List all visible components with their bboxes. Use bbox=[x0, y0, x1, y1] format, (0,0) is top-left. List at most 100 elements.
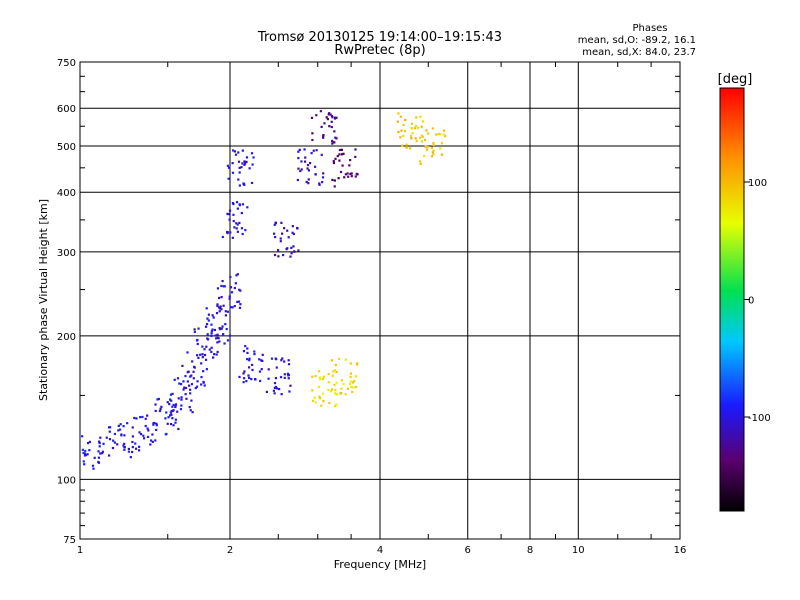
data-point bbox=[205, 368, 208, 371]
data-point bbox=[350, 172, 353, 175]
data-point bbox=[229, 286, 233, 289]
data-point bbox=[156, 398, 159, 401]
data-point bbox=[98, 440, 101, 443]
data-point bbox=[313, 396, 316, 399]
data-point bbox=[306, 163, 310, 167]
data-point bbox=[307, 182, 310, 185]
colorbar bbox=[719, 87, 745, 512]
data-point bbox=[228, 295, 231, 298]
data-point bbox=[196, 354, 199, 357]
data-point bbox=[108, 438, 112, 441]
data-point bbox=[238, 171, 241, 174]
data-point bbox=[285, 248, 288, 251]
data-point bbox=[421, 120, 425, 123]
data-point bbox=[419, 115, 422, 118]
data-point bbox=[220, 284, 223, 288]
data-point bbox=[275, 366, 278, 369]
data-point bbox=[340, 153, 344, 156]
data-point bbox=[335, 393, 338, 396]
data-point bbox=[169, 414, 172, 417]
data-point bbox=[81, 448, 85, 451]
data-point bbox=[206, 338, 210, 341]
data-point bbox=[205, 322, 209, 326]
data-point bbox=[210, 332, 213, 335]
data-point bbox=[322, 400, 325, 403]
data-point bbox=[235, 274, 238, 277]
data-point bbox=[435, 133, 438, 136]
data-point bbox=[233, 150, 237, 153]
data-point bbox=[419, 162, 422, 165]
data-point bbox=[314, 374, 317, 378]
data-point bbox=[334, 389, 337, 392]
data-point bbox=[218, 310, 221, 313]
y-tick-label: 750 bbox=[57, 58, 76, 69]
data-point bbox=[152, 422, 155, 425]
data-point bbox=[139, 416, 142, 419]
data-point bbox=[227, 166, 231, 169]
data-point bbox=[346, 172, 349, 175]
data-point bbox=[314, 401, 317, 404]
data-point bbox=[196, 338, 199, 342]
data-point bbox=[236, 230, 239, 233]
data-point bbox=[174, 405, 177, 409]
data-point bbox=[330, 114, 334, 118]
data-point bbox=[338, 159, 341, 162]
data-point bbox=[349, 382, 352, 386]
data-point bbox=[134, 442, 137, 445]
data-point bbox=[310, 152, 313, 155]
data-point bbox=[260, 368, 263, 371]
data-point bbox=[159, 407, 162, 411]
data-point bbox=[334, 157, 337, 160]
data-point bbox=[122, 444, 125, 447]
data-point bbox=[247, 376, 251, 380]
data-point bbox=[168, 402, 171, 406]
data-point bbox=[280, 393, 283, 396]
data-point bbox=[330, 125, 333, 129]
data-point bbox=[425, 148, 429, 151]
data-point bbox=[135, 417, 138, 420]
data-point bbox=[342, 152, 345, 155]
data-point bbox=[170, 399, 173, 402]
data-point bbox=[195, 385, 199, 388]
data-point bbox=[173, 378, 176, 381]
data-point bbox=[431, 127, 434, 130]
data-point bbox=[287, 359, 290, 362]
data-point bbox=[210, 350, 213, 354]
data-point bbox=[281, 357, 284, 360]
data-point bbox=[174, 418, 177, 421]
data-point bbox=[191, 411, 194, 414]
data-point bbox=[244, 228, 247, 232]
data-point bbox=[253, 353, 256, 356]
data-point bbox=[131, 450, 134, 454]
data-point bbox=[187, 370, 190, 373]
data-point bbox=[186, 351, 189, 354]
data-point bbox=[318, 395, 321, 398]
data-point bbox=[273, 223, 276, 226]
data-point bbox=[352, 381, 355, 384]
data-point bbox=[355, 363, 359, 366]
data-point bbox=[123, 442, 126, 445]
data-point bbox=[102, 442, 105, 445]
data-point bbox=[318, 397, 322, 400]
data-point bbox=[216, 350, 219, 354]
data-point bbox=[200, 375, 203, 379]
data-point bbox=[279, 376, 283, 379]
data-point bbox=[181, 364, 184, 368]
data-point bbox=[333, 185, 336, 188]
data-point bbox=[213, 328, 217, 332]
data-point bbox=[351, 390, 354, 394]
data-point bbox=[210, 323, 213, 326]
data-point bbox=[184, 393, 187, 396]
data-point bbox=[176, 410, 179, 413]
data-point bbox=[164, 417, 167, 420]
data-point bbox=[248, 359, 251, 362]
data-point bbox=[333, 141, 336, 144]
data-point bbox=[227, 177, 230, 180]
data-point bbox=[84, 454, 88, 457]
data-point bbox=[236, 223, 239, 226]
data-point bbox=[327, 113, 330, 116]
y-tick-label: 300 bbox=[57, 248, 76, 259]
colorbar-tick-label: -100 bbox=[748, 413, 771, 424]
data-point bbox=[291, 225, 294, 228]
